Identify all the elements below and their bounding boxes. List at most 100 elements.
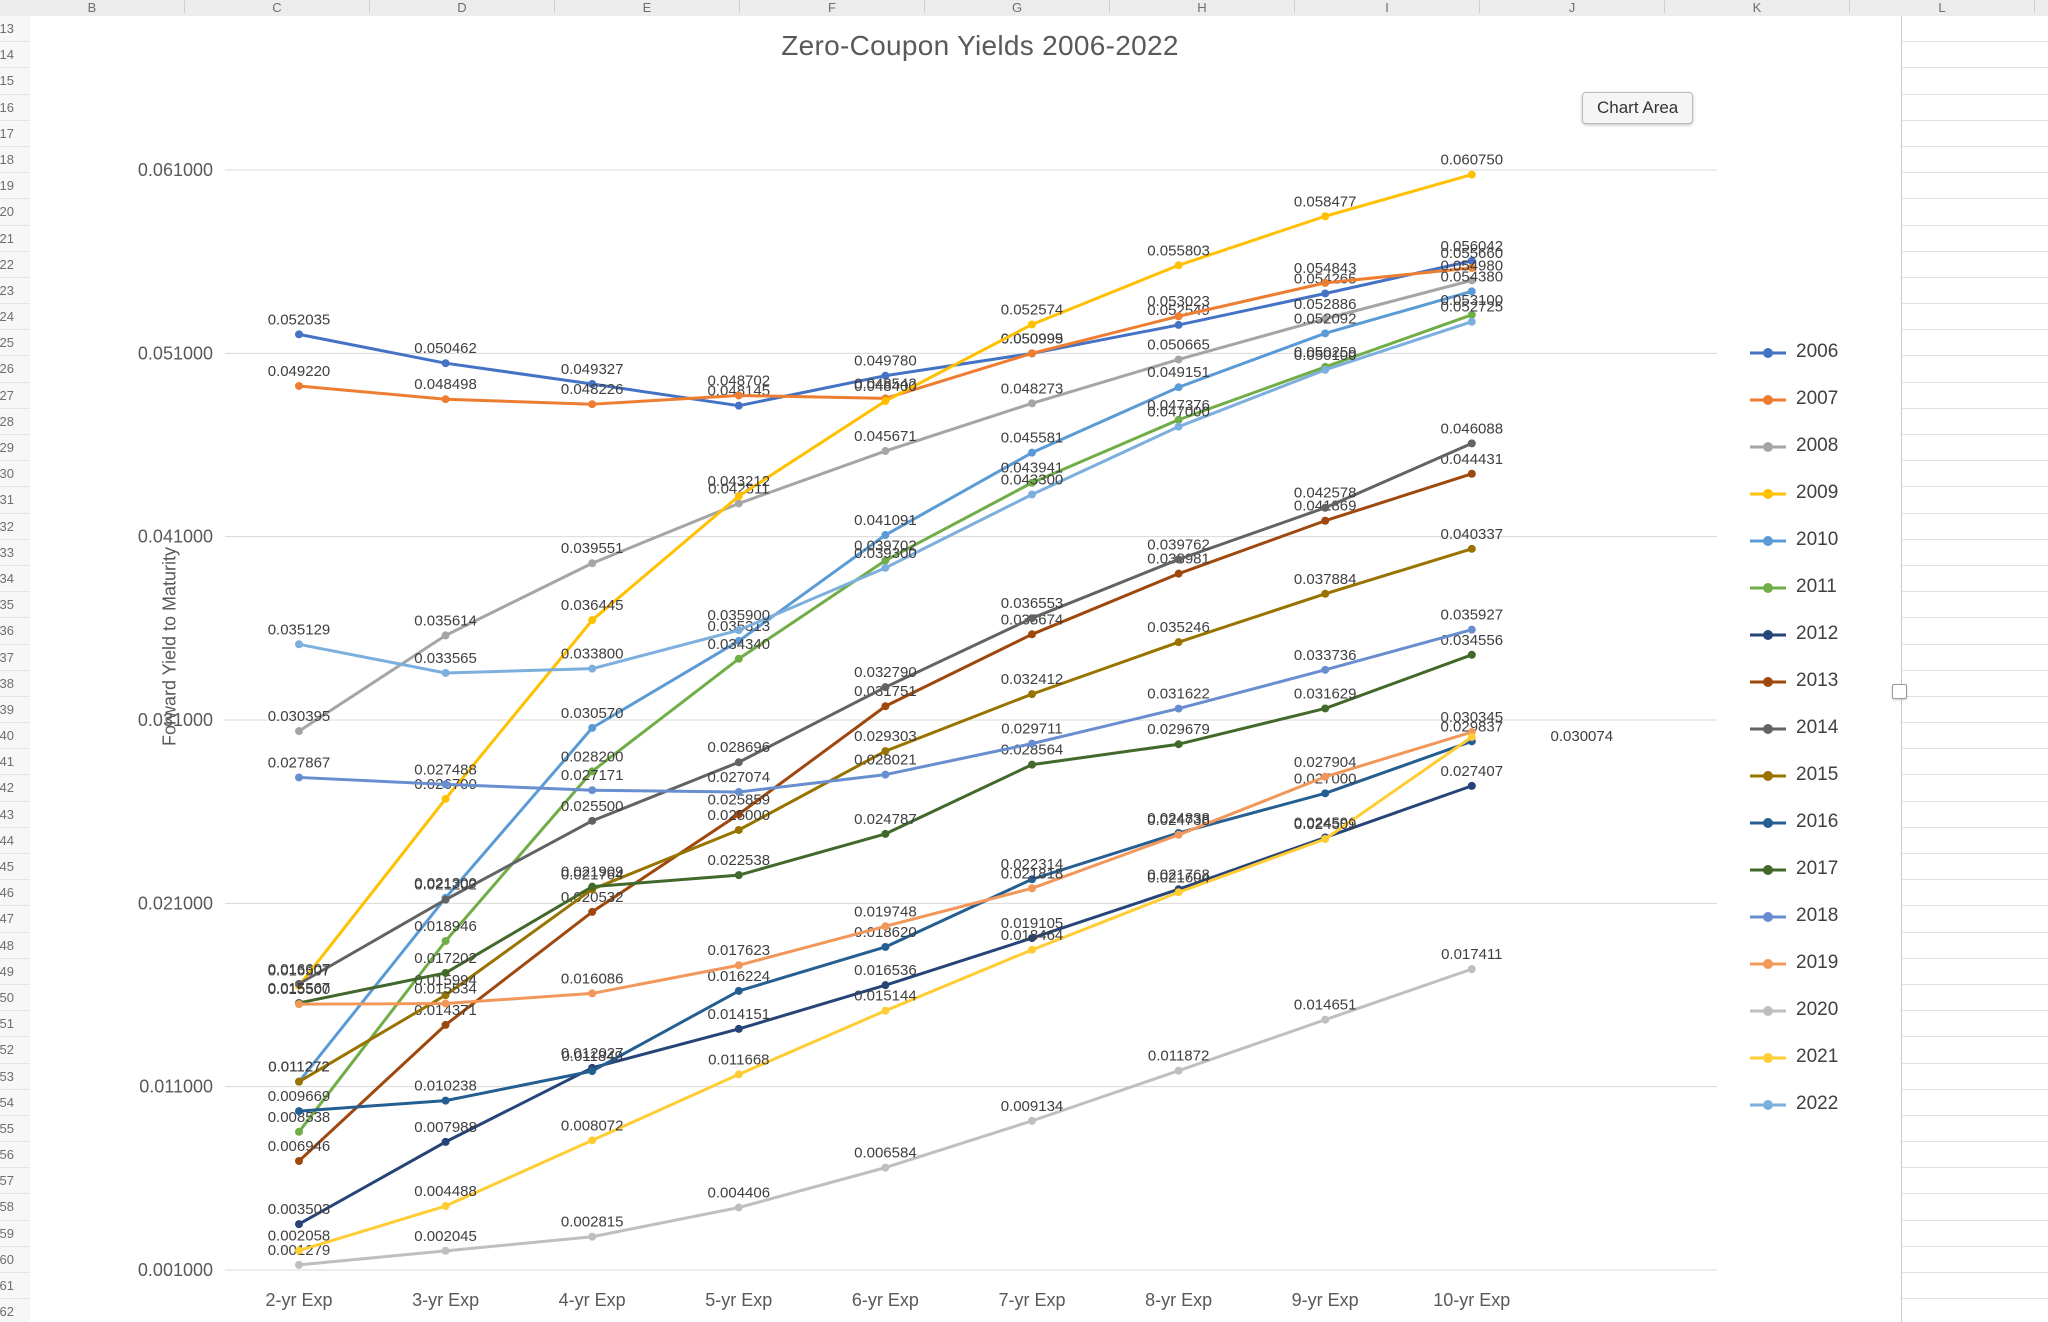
series-group-2022[interactable]: 0.035129 0.033565 0.033800 0.035900 0.039300… <box>268 299 1503 677</box>
row-number[interactable]: 16 <box>0 95 30 121</box>
series-marker[interactable] <box>1174 355 1183 364</box>
worksheet-row[interactable] <box>1902 1116 2048 1143</box>
worksheet-row[interactable] <box>1902 1011 2048 1038</box>
row-number[interactable]: 52 <box>0 1037 30 1064</box>
series-marker[interactable] <box>588 907 597 916</box>
series-markers-2018[interactable] <box>295 625 1476 796</box>
series-marker[interactable] <box>295 381 303 390</box>
series-marker[interactable] <box>734 492 743 501</box>
series-marker[interactable] <box>1467 317 1476 326</box>
column-letter[interactable]: C <box>185 0 370 15</box>
row-number[interactable]: 62 <box>0 1299 30 1322</box>
row-number[interactable]: 15 <box>0 68 30 95</box>
series-marker[interactable] <box>1174 1066 1183 1075</box>
series-marker[interactable] <box>734 826 743 834</box>
series-marker[interactable] <box>734 986 743 995</box>
row-number[interactable]: 20 <box>0 199 30 226</box>
row-number[interactable]: 46 <box>0 880 30 907</box>
series-marker[interactable] <box>1174 569 1183 578</box>
series-marker[interactable] <box>441 359 450 368</box>
row-number[interactable]: 26 <box>0 356 30 383</box>
series-marker[interactable] <box>295 1127 303 1136</box>
series-marker[interactable] <box>1028 320 1036 329</box>
row-number[interactable]: 54 <box>0 1090 30 1116</box>
row-number[interactable]: 57 <box>0 1168 30 1195</box>
row-number[interactable]: 35 <box>0 592 30 619</box>
row-number[interactable]: 36 <box>0 618 30 645</box>
row-number[interactable]: 43 <box>0 802 30 828</box>
series-marker[interactable] <box>1321 289 1330 298</box>
series-marker[interactable] <box>1174 830 1183 839</box>
row-number[interactable]: 30 <box>0 461 30 488</box>
row-number[interactable]: 42 <box>0 775 30 802</box>
series-marker[interactable] <box>1174 740 1183 749</box>
worksheet-row[interactable] <box>1902 1273 2048 1300</box>
series-marker[interactable] <box>1467 544 1476 553</box>
series-marker[interactable] <box>1174 555 1183 564</box>
series-marker[interactable] <box>1467 263 1476 272</box>
series-marker[interactable] <box>295 640 303 649</box>
worksheet-row[interactable] <box>1902 802 2048 828</box>
series-marker[interactable] <box>881 747 890 756</box>
series-marker[interactable] <box>1028 934 1036 943</box>
series-markers-2006[interactable] <box>295 256 1476 410</box>
worksheet-row[interactable] <box>1902 854 2048 881</box>
worksheet-row[interactable] <box>1902 1194 2048 1221</box>
row-number[interactable]: 40 <box>0 723 30 750</box>
series-marker[interactable] <box>295 1077 303 1086</box>
worksheet-row[interactable] <box>1902 226 2048 252</box>
series-marker[interactable] <box>1174 261 1183 270</box>
series-marker[interactable] <box>1174 704 1183 713</box>
row-number[interactable]: 18 <box>0 147 30 174</box>
series-group-2018[interactable]: 0.027867 0.027488 0.027171 0.027074 0.028021… <box>268 607 1503 796</box>
legend-item-2017[interactable]: 2017 <box>1750 845 1900 892</box>
series-markers-2022[interactable] <box>295 317 1476 677</box>
series-marker[interactable] <box>441 631 450 640</box>
series-marker[interactable] <box>295 727 303 736</box>
worksheet-row[interactable] <box>1902 671 2048 697</box>
worksheet-row[interactable] <box>1902 1037 2048 1064</box>
series-marker[interactable] <box>1467 256 1476 265</box>
row-number[interactable]: 50 <box>0 985 30 1012</box>
row-number[interactable]: 48 <box>0 933 30 959</box>
series-marker[interactable] <box>295 330 303 339</box>
worksheet-row[interactable] <box>1902 592 2048 619</box>
worksheet-row[interactable] <box>1902 42 2048 69</box>
series-marker[interactable] <box>1174 415 1183 424</box>
row-number[interactable]: 37 <box>0 645 30 671</box>
series-group-2015[interactable]: 0.0112720.0159940.0217640.0250000.029303… <box>268 526 1503 1086</box>
series-marker[interactable] <box>441 794 450 803</box>
row-number[interactable]: 41 <box>0 749 30 776</box>
worksheet-row[interactable] <box>1902 95 2048 121</box>
series-marker[interactable] <box>734 654 743 663</box>
worksheet-row[interactable] <box>1902 173 2048 200</box>
row-number[interactable]: 28 <box>0 409 30 435</box>
worksheet-row[interactable] <box>1902 1299 2048 1322</box>
series-marker[interactable] <box>1467 732 1476 741</box>
series-marker[interactable] <box>1028 448 1036 457</box>
legend-item-2008[interactable]: 2008 <box>1750 422 1900 469</box>
series-marker[interactable] <box>881 397 890 405</box>
legend-item-2016[interactable]: 2016 <box>1750 798 1900 845</box>
row-number[interactable]: 24 <box>0 304 30 331</box>
series-marker[interactable] <box>441 936 450 945</box>
worksheet-row[interactable] <box>1902 959 2048 985</box>
series-markers-2011[interactable] <box>295 310 1476 1136</box>
series-marker[interactable] <box>1321 365 1330 374</box>
worksheet-row[interactable] <box>1902 828 2048 854</box>
row-number[interactable]: 60 <box>0 1247 30 1273</box>
series-marker[interactable] <box>1028 1116 1036 1125</box>
series-markers-2021[interactable] <box>295 732 1476 1255</box>
series-marker[interactable] <box>881 922 890 931</box>
series-marker[interactable] <box>1321 789 1330 798</box>
series-marker[interactable] <box>881 530 890 539</box>
worksheet-cells[interactable] <box>1901 16 2048 1322</box>
series-marker[interactable] <box>881 981 890 990</box>
worksheet-row[interactable] <box>1902 409 2048 435</box>
worksheet-row[interactable] <box>1902 723 2048 750</box>
worksheet-row[interactable] <box>1902 487 2048 514</box>
series-marker[interactable] <box>734 499 743 508</box>
series-marker[interactable] <box>295 1260 303 1269</box>
series-marker[interactable] <box>441 999 450 1008</box>
series-marker[interactable] <box>1028 478 1036 487</box>
